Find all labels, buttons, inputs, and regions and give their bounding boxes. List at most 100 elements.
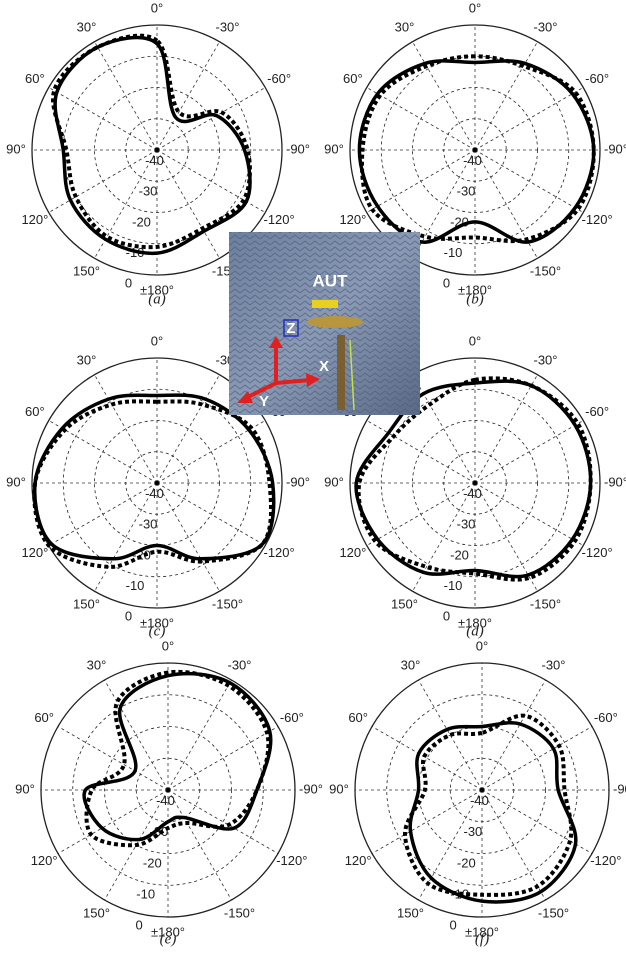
theta-tick-label: 90° (324, 474, 344, 489)
r-tick-label: -20 (457, 855, 476, 870)
pattern-solid (357, 59, 596, 244)
theta-tick-label: ±180° (140, 282, 174, 297)
pattern-solid (408, 720, 578, 904)
theta-tick-label: 60° (34, 710, 54, 725)
pattern-solid (53, 35, 252, 256)
theta-tick-label: 120° (339, 545, 366, 560)
theta-tick-label: -150° (212, 597, 243, 612)
y-arrow (245, 381, 277, 400)
r-tick-label: 0 (125, 608, 132, 623)
r-tick-label: -30 (457, 517, 476, 532)
theta-tick-label: -120° (276, 853, 307, 868)
caption: (e) (160, 931, 177, 947)
spoke (412, 41, 476, 151)
theta-tick-label: -60° (594, 710, 618, 725)
r-tick-label: 0 (443, 608, 450, 623)
theta-tick-label: 150° (391, 597, 418, 612)
theta-tick-label: -30° (216, 19, 240, 34)
spoke (371, 789, 483, 854)
outer-ring (354, 662, 610, 918)
theta-tick-label: -90° (286, 474, 310, 489)
outer-ring (349, 24, 601, 276)
r-tick-label: -30 (139, 184, 158, 199)
theta-tick-label: -120° (590, 853, 621, 868)
theta-tick-label: -120° (264, 212, 295, 227)
caption: (d) (466, 623, 484, 639)
spoke (57, 789, 169, 854)
center-dot (154, 147, 160, 153)
spoke (474, 420, 584, 484)
grid-ring (125, 118, 189, 182)
center-dot (479, 787, 485, 793)
theta-tick-label: 90° (329, 781, 349, 796)
polar-chart: 0°30°60°90°120°150°±180°-150°-120°-90°-6… (324, 0, 626, 307)
r-tick-label: -30 (457, 184, 476, 199)
r-tick-label: 0 (443, 275, 450, 290)
spoke (412, 374, 476, 484)
pattern-dotted (32, 399, 274, 569)
theta-tick-label: -30° (534, 352, 558, 367)
theta-tick-label: 30° (77, 352, 97, 367)
plots: 0° 30° 60° 90° 120° 150° ±180° -150° -120° -90° -6… (6, 0, 626, 947)
theta-tick-label: 0° (469, 0, 481, 15)
grid-ring (72, 694, 264, 886)
theta-tick-label: -90° (299, 781, 323, 796)
r-tick-label: 0 (125, 275, 132, 290)
theta-tick-label: 60° (25, 404, 45, 419)
theta-tick-label: 150° (83, 905, 110, 920)
pattern-dotted (403, 713, 574, 897)
r-tick-label: 0 (449, 917, 456, 932)
z-head (269, 336, 283, 348)
r-tick-label: 0 (135, 917, 142, 932)
theta-tick-label: 60° (343, 71, 363, 86)
x-label: X (319, 358, 329, 375)
grid-ring (443, 118, 507, 182)
theta-tick-label: ±180° (465, 924, 499, 939)
grid-ring (94, 87, 220, 213)
outer-ring (31, 357, 283, 609)
theta-tick-label: 120° (345, 853, 372, 868)
spoke (94, 482, 158, 592)
pattern-dotted (356, 376, 593, 582)
theta-tick-label: 150° (73, 264, 100, 279)
polar-chart: 0°30°60°90°120°150°±180°-150°-120°-90°-6… (329, 638, 626, 947)
aut-top (312, 300, 338, 308)
theta-tick-label: 60° (25, 71, 45, 86)
theta-tick-label: -60° (585, 71, 609, 86)
theta-tick-label: -90° (613, 781, 626, 796)
theta-tick-label: 30° (87, 658, 107, 673)
aut-body (307, 316, 363, 328)
grid-ring (62, 388, 252, 578)
polar-chart: 0°30°60°90°120°150°±180°-150°-120°-90°-6… (15, 638, 323, 947)
theta-tick-label: -30° (542, 658, 566, 673)
theta-tick-label: 120° (31, 853, 58, 868)
caption: (c) (149, 623, 166, 639)
r-tick-label: -10 (136, 886, 155, 901)
spoke (156, 149, 220, 259)
z-box (283, 319, 299, 337)
theta-tick-label: 0° (151, 0, 163, 15)
r-tick-label: -30 (139, 517, 158, 532)
theta-tick-label: 30° (77, 19, 97, 34)
theta-tick-label: 90° (15, 781, 35, 796)
outer-ring (349, 357, 601, 609)
y-head (237, 391, 253, 403)
r-tick-label: -10 (444, 245, 463, 260)
spoke (156, 87, 266, 151)
z-label: Z (286, 320, 295, 337)
r-tick-label: -10 (126, 578, 145, 593)
theta-tick-label: 150° (73, 597, 100, 612)
pattern-dotted (359, 54, 596, 244)
spoke (412, 149, 476, 259)
theta-tick-label: -30° (534, 19, 558, 34)
x-head (306, 373, 320, 387)
r-tick-label: -20 (450, 547, 469, 562)
r-tick-label: -20 (143, 855, 162, 870)
caption: (a) (148, 291, 166, 307)
r-tick-label: -40 (145, 486, 164, 501)
theta-tick-label: ±180° (140, 615, 174, 630)
theta-tick-label: 90° (6, 141, 26, 156)
theta-tick-label: -90° (604, 474, 626, 489)
cable (349, 339, 355, 411)
